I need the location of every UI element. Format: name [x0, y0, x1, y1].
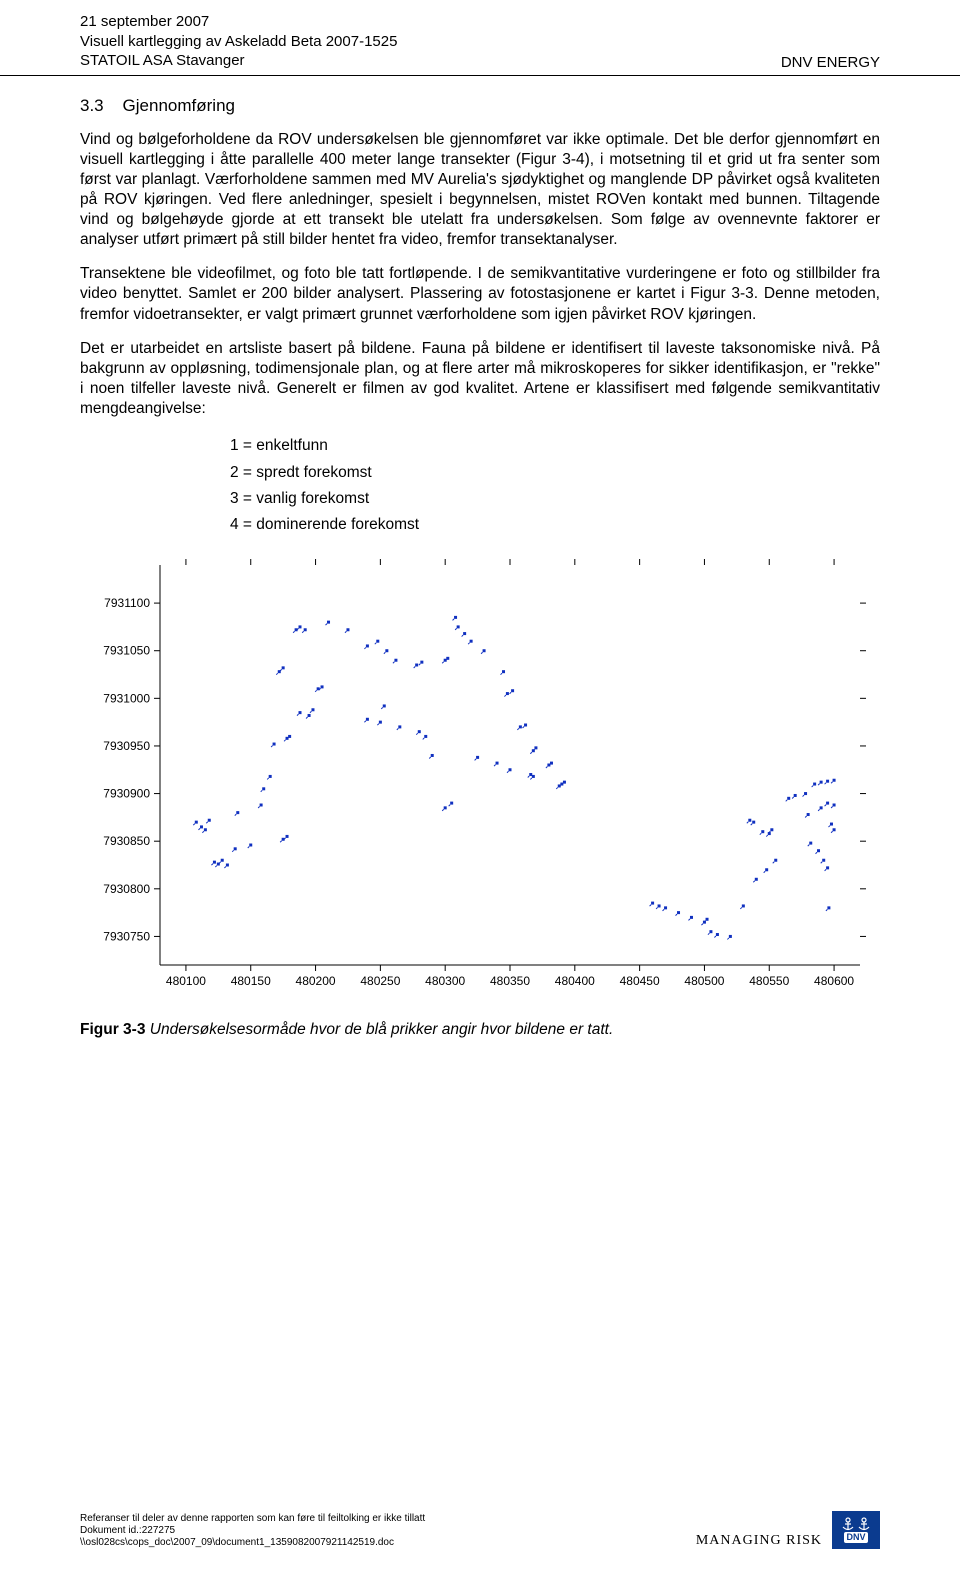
figure-caption: Figur 3-3 Undersøkelsesormåde hvor de bl…: [80, 1021, 880, 1039]
svg-text:480600: 480600: [814, 974, 854, 988]
svg-text:480500: 480500: [684, 974, 724, 988]
paragraph: Vind og bølgeforholdene da ROV undersøke…: [80, 130, 880, 251]
header-date: 21 september 2007: [80, 12, 397, 32]
svg-text:7930950: 7930950: [103, 739, 150, 753]
svg-text:480100: 480100: [166, 974, 206, 988]
section-number: 3.3: [80, 96, 104, 115]
svg-text:7930800: 7930800: [103, 882, 150, 896]
chart-svg: 480100 480150 480200 480250 480300 480350 4804…: [80, 555, 880, 1015]
paragraph: Det er utarbeidet en artsliste basert på…: [80, 339, 880, 420]
footer-left: Referanser til deler av denne rapporten …: [80, 1513, 425, 1549]
page-header: 21 september 2007 Visuell kartlegging av…: [0, 0, 960, 76]
list-item: 2 = spredt forekomst: [230, 460, 880, 486]
footer-line: \\osl028cs\cops_doc\2007_09\document1_13…: [80, 1537, 425, 1549]
svg-text:7931050: 7931050: [103, 643, 150, 657]
svg-text:480200: 480200: [296, 974, 336, 988]
scatter-chart: 480100 480150 480200 480250 480300 480350 4804…: [80, 555, 880, 1015]
svg-text:480150: 480150: [231, 974, 271, 988]
footer-right: MANAGING RISK DNV: [696, 1511, 880, 1549]
page-footer: Referanser til deler av denne rapporten …: [80, 1511, 880, 1549]
dnv-logo-text: DNV: [844, 1532, 867, 1543]
managing-risk-text: MANAGING RISK: [696, 1533, 822, 1549]
svg-text:7930900: 7930900: [103, 786, 150, 800]
section-heading: 3.3 Gjennomføring: [80, 96, 880, 116]
svg-text:480450: 480450: [620, 974, 660, 988]
anchor-icon: [857, 1517, 871, 1531]
svg-text:480350: 480350: [490, 974, 530, 988]
header-left: 21 september 2007 Visuell kartlegging av…: [80, 12, 397, 71]
anchor-icon: [841, 1517, 855, 1531]
footer-line: Dokument id.:227275: [80, 1525, 425, 1537]
header-right: DNV ENERGY: [781, 54, 880, 71]
svg-text:7930750: 7930750: [103, 929, 150, 943]
content: 3.3 Gjennomføring Vind og bølgeforholden…: [0, 76, 960, 1039]
svg-text:7931100: 7931100: [104, 596, 150, 610]
anchor-icons: [841, 1517, 871, 1531]
figure-text: Undersøkelsesormåde hvor de blå prikker …: [150, 1021, 614, 1038]
section-title: Gjennomføring: [123, 96, 235, 115]
svg-text:480400: 480400: [555, 974, 595, 988]
classification-list: 1 = enkeltfunn 2 = spredt forekomst 3 = …: [230, 433, 880, 538]
svg-text:480550: 480550: [749, 974, 789, 988]
list-item: 3 = vanlig forekomst: [230, 486, 880, 512]
svg-text:7931000: 7931000: [103, 691, 150, 705]
footer-line: Referanser til deler av denne rapporten …: [80, 1513, 425, 1525]
list-item: 1 = enkeltfunn: [230, 433, 880, 459]
svg-text:7930850: 7930850: [103, 834, 150, 848]
svg-text:480300: 480300: [425, 974, 465, 988]
svg-text:480250: 480250: [360, 974, 400, 988]
paragraph: Transektene ble videofilmet, og foto ble…: [80, 264, 880, 324]
figure-label: Figur 3-3: [80, 1021, 145, 1038]
header-subtitle: Visuell kartlegging av Askeladd Beta 200…: [80, 32, 397, 52]
header-company: STATOIL ASA Stavanger: [80, 51, 397, 71]
dnv-logo: DNV: [832, 1511, 880, 1549]
list-item: 4 = dominerende forekomst: [230, 512, 880, 538]
